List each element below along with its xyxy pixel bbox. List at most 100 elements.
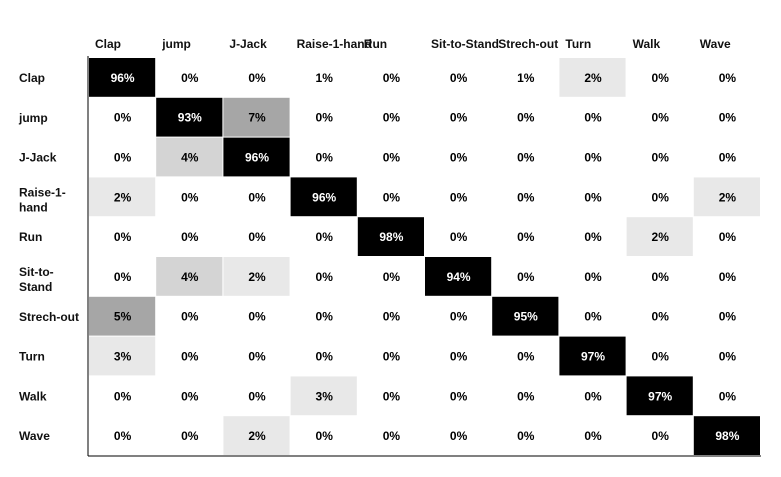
cell-value-j-jack-jump: 4% <box>181 151 199 165</box>
cell-value-run-walk: 2% <box>652 230 670 244</box>
cell-value-sit-to-stand-raise-1-hand: 0% <box>316 270 334 284</box>
cell-value-clap-clap: 96% <box>111 71 135 85</box>
cell-value-jump-turn: 0% <box>584 111 602 125</box>
cell-value-strech-out-turn: 0% <box>584 310 602 324</box>
cell-walk-turn <box>559 376 626 416</box>
cell-raise-1-hand-wave <box>693 177 760 217</box>
cell-clap-strech-out <box>492 58 559 97</box>
cell-value-j-jack-raise-1-hand: 0% <box>316 151 334 165</box>
cell-sit-to-stand-raise-1-hand <box>290 257 357 296</box>
row-headers: Clap jump J-Jack Raise-1-hand Run Sit-to-Stan… <box>18 71 79 443</box>
cell-jump-strech-out <box>492 97 559 137</box>
cell-turn-raise-1-hand <box>290 336 357 376</box>
cell-value-strech-out-j-jack: 0% <box>248 310 266 324</box>
cell-j-jack-sit-to-stand <box>425 137 492 177</box>
cell-clap-jump <box>156 58 223 97</box>
cell-clap-turn <box>559 58 626 97</box>
cell-value-walk-jump: 0% <box>181 389 199 403</box>
cell-value-wave-run: 0% <box>383 429 401 443</box>
cell-value-sit-to-stand-wave: 0% <box>719 270 737 284</box>
cell-j-jack-turn <box>559 137 626 177</box>
cell-value-clap-sit-to-stand: 0% <box>450 71 468 85</box>
cell-turn-turn <box>559 336 626 376</box>
cell-value-clap-raise-1-hand: 1% <box>316 71 334 85</box>
cell-sit-to-stand-walk <box>626 257 693 296</box>
cell-value-jump-run: 0% <box>383 111 401 125</box>
cell-wave-j-jack <box>223 416 290 455</box>
cell-value-raise-1-hand-j-jack: 0% <box>248 190 266 204</box>
cell-value-wave-clap: 0% <box>114 429 132 443</box>
cell-value-clap-turn: 2% <box>584 71 602 85</box>
cell-value-sit-to-stand-strech-out: 0% <box>517 270 535 284</box>
cell-raise-1-hand-walk <box>626 177 693 217</box>
cell-value-run-sit-to-stand: 0% <box>450 230 468 244</box>
cell-sit-to-stand-strech-out <box>492 257 559 296</box>
cell-value-run-raise-1-hand: 0% <box>316 230 334 244</box>
cell-value-clap-j-jack: 0% <box>248 71 266 85</box>
cell-value-strech-out-walk: 0% <box>652 310 670 324</box>
cell-j-jack-jump <box>156 137 223 177</box>
cell-j-jack-walk <box>626 137 693 177</box>
cell-turn-wave <box>693 336 760 376</box>
cell-sit-to-stand-run <box>357 257 424 296</box>
col-header-clap: Clap <box>95 37 121 51</box>
cell-value-sit-to-stand-j-jack: 2% <box>248 270 266 284</box>
cell-value-wave-wave: 98% <box>715 429 739 443</box>
cell-value-wave-raise-1-hand: 0% <box>316 429 334 443</box>
cell-value-j-jack-strech-out: 0% <box>517 151 535 165</box>
row-header-raise-1-hand: Raise-1-hand <box>19 185 66 214</box>
cell-wave-clap <box>89 416 156 455</box>
cell-value-wave-walk: 0% <box>652 429 670 443</box>
cell-value-walk-turn: 0% <box>584 389 602 403</box>
cell-walk-run <box>357 376 424 416</box>
cell-value-j-jack-walk: 0% <box>652 151 670 165</box>
cell-clap-j-jack <box>223 58 290 97</box>
cell-j-jack-j-jack <box>223 137 290 177</box>
cell-jump-wave <box>693 97 760 137</box>
cell-value-turn-j-jack: 0% <box>248 350 266 364</box>
cell-turn-strech-out <box>492 336 559 376</box>
cell-walk-clap <box>89 376 156 416</box>
cell-clap-sit-to-stand <box>425 58 492 97</box>
cell-value-jump-jump: 93% <box>178 111 202 125</box>
cell-sit-to-stand-wave <box>693 257 760 296</box>
col-header-j-jack: J-Jack <box>229 37 267 51</box>
cell-run-walk <box>626 217 693 256</box>
cell-value-jump-clap: 0% <box>114 111 132 125</box>
cell-strech-out-turn <box>559 296 626 336</box>
cell-value-walk-walk: 97% <box>648 389 672 403</box>
cell-value-walk-raise-1-hand: 3% <box>316 389 334 403</box>
col-header-walk: Walk <box>633 37 661 51</box>
cell-value-jump-wave: 0% <box>719 111 737 125</box>
cell-value-strech-out-jump: 0% <box>181 310 199 324</box>
cell-strech-out-walk <box>626 296 693 336</box>
cell-raise-1-hand-raise-1-hand <box>290 177 357 217</box>
cell-sit-to-stand-turn <box>559 257 626 296</box>
cell-run-raise-1-hand <box>290 217 357 256</box>
cell-value-sit-to-stand-sit-to-stand: 94% <box>447 270 471 284</box>
cell-turn-j-jack <box>223 336 290 376</box>
cell-clap-raise-1-hand <box>290 58 357 97</box>
cell-strech-out-j-jack <box>223 296 290 336</box>
cell-sit-to-stand-sit-to-stand <box>425 257 492 296</box>
cell-value-wave-sit-to-stand: 0% <box>450 429 468 443</box>
cell-value-run-clap: 0% <box>114 230 132 244</box>
cell-value-walk-wave: 0% <box>719 389 737 403</box>
cell-wave-sit-to-stand <box>425 416 492 455</box>
cell-j-jack-raise-1-hand <box>290 137 357 177</box>
cell-value-turn-turn: 97% <box>581 350 605 364</box>
cell-value-raise-1-hand-turn: 0% <box>584 190 602 204</box>
cell-strech-out-wave <box>693 296 760 336</box>
cell-wave-wave <box>693 416 760 455</box>
cell-run-jump <box>156 217 223 256</box>
cell-jump-raise-1-hand <box>290 97 357 137</box>
cell-value-raise-1-hand-raise-1-hand: 96% <box>312 190 336 204</box>
cell-walk-wave <box>693 376 760 416</box>
cell-wave-walk <box>626 416 693 455</box>
cell-value-strech-out-raise-1-hand: 0% <box>316 310 334 324</box>
cell-value-raise-1-hand-sit-to-stand: 0% <box>450 190 468 204</box>
row-header-wave: Wave <box>19 429 50 443</box>
cell-turn-sit-to-stand <box>425 336 492 376</box>
cell-clap-wave <box>693 58 760 97</box>
cell-strech-out-run <box>357 296 424 336</box>
